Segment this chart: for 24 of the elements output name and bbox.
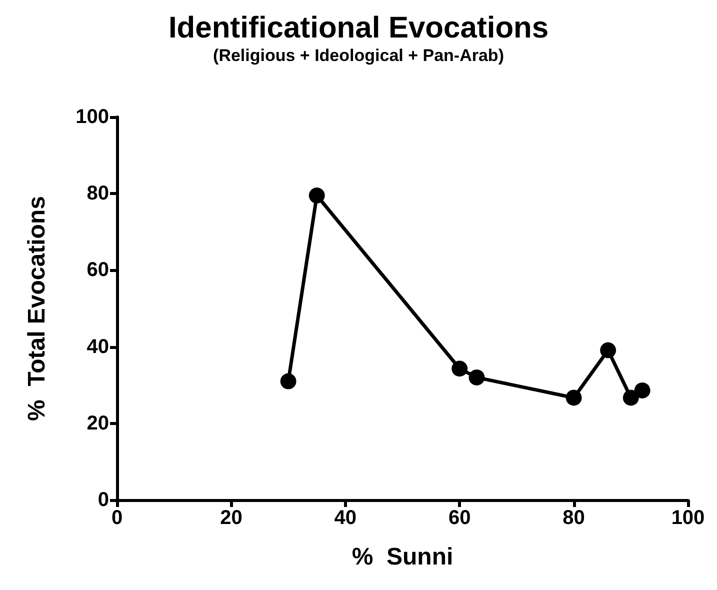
x-tick-label: 20 — [220, 507, 242, 529]
point — [452, 360, 468, 377]
y-axis-title: % Total Evocations — [24, 196, 50, 421]
point — [308, 188, 325, 204]
x-tick-label: 80 — [562, 507, 585, 529]
point — [280, 373, 296, 390]
chart-subtitle: (Religious + Ideological + Pan-Arab) — [213, 46, 504, 65]
y-tick-label: 20 — [86, 412, 109, 434]
y-tick-label: 60 — [86, 259, 109, 282]
x-tick-label: 40 — [334, 507, 357, 529]
chart-title: Identificational Evocations — [168, 12, 549, 44]
y-tick-label: 0 — [98, 489, 109, 511]
y-tick-label: 80 — [86, 182, 109, 205]
point — [566, 390, 582, 406]
x-tick-label: 100 — [671, 507, 705, 529]
x-tick-label: 60 — [448, 507, 471, 529]
y-tick-label: 100 — [76, 106, 109, 128]
point — [468, 369, 485, 386]
y-tick-label: 40 — [86, 336, 109, 358]
point — [622, 390, 639, 406]
x-tick-label: 0 — [111, 507, 123, 529]
x-axis-title: % Sunni — [352, 544, 454, 570]
point — [600, 342, 616, 358]
point — [634, 382, 650, 398]
